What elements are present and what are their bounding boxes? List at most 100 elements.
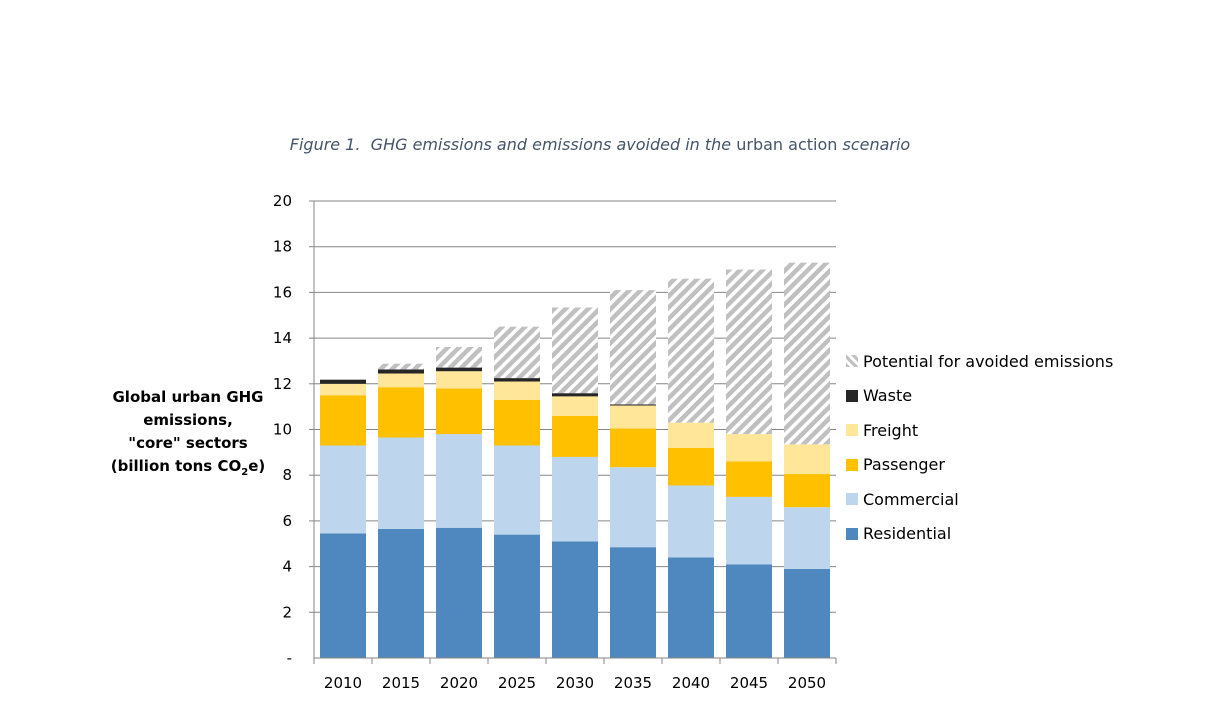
bar-potential-for-avoided-emissions-2020 [436, 347, 482, 368]
legend-label: Residential [863, 524, 952, 544]
bar-commercial-2030 [552, 456, 598, 542]
legend-item-potential-for-avoided-emissions: Potential for avoided emissions [846, 344, 1113, 379]
bar-residential-2035 [610, 547, 656, 658]
bar-residential-2050 [784, 568, 830, 658]
x-tick-label: 2040 [672, 674, 710, 692]
y-axis-label-line4-post: e) [248, 457, 266, 475]
bar-residential-2015 [378, 528, 424, 658]
bar-freight-2025 [494, 381, 540, 400]
bar-waste-2025 [494, 378, 540, 382]
x-tick-label: 2015 [382, 674, 420, 692]
bar-passenger-2030 [552, 415, 598, 457]
y-tick-labels: - 2 4 6 8 10 12 14 16 18 20 [273, 192, 314, 667]
bar-freight-2020 [436, 371, 482, 389]
bar-waste-2035 [610, 404, 656, 406]
y-axis-label-line4: (billion tons CO2e) [102, 455, 274, 484]
legend-swatch [846, 355, 858, 368]
bar-passenger-2035 [610, 428, 656, 468]
figure-caption: Figure 1. GHG emissions and emissions av… [0, 135, 1200, 154]
bar-freight-2010 [320, 383, 366, 396]
caption-text-plain: urban action [736, 135, 838, 154]
legend-label: Potential for avoided emissions [863, 351, 1114, 371]
caption-text-italic-2: scenario [842, 135, 911, 154]
legend-item-waste: Waste [846, 379, 1113, 414]
x-tick-label: 2030 [556, 674, 594, 692]
y-tick-label: 18 [273, 238, 292, 256]
bar-waste-2010 [320, 379, 366, 384]
legend-label: Passenger [863, 455, 945, 475]
y-tick-label: 14 [273, 329, 292, 347]
bar-commercial-2035 [610, 467, 656, 548]
y-tick-label: - [287, 649, 292, 667]
bar-commercial-2015 [378, 437, 424, 529]
y-axis-label-subscript: 2 [241, 467, 249, 478]
y-tick-label: 12 [273, 375, 292, 393]
bar-residential-2030 [552, 541, 598, 658]
bar-potential-for-avoided-emissions-2035 [610, 290, 656, 405]
legend-item-freight: Freight [846, 413, 1113, 448]
y-tick-label: 16 [273, 283, 292, 301]
bar-potential-for-avoided-emissions-2015 [378, 363, 424, 370]
bar-passenger-2010 [320, 395, 366, 446]
legend-item-passenger: Passenger [846, 448, 1113, 483]
bar-waste-2030 [552, 393, 598, 397]
bar-potential-for-avoided-emissions-2025 [494, 326, 540, 379]
bar-potential-for-avoided-emissions-2050 [784, 262, 830, 445]
bar-commercial-2050 [784, 507, 830, 569]
y-tick-label: 10 [273, 421, 292, 439]
legend: Potential for avoided emissions Waste Frei… [846, 344, 1113, 551]
bar-potential-for-avoided-emissions-2045 [726, 269, 772, 435]
y-axis-label: Global urban GHG emissions, "core" secto… [102, 386, 274, 484]
bars [320, 262, 830, 658]
x-tick-label: 2020 [440, 674, 478, 692]
x-tick-label: 2050 [788, 674, 826, 692]
legend-label: Freight [863, 420, 919, 440]
bar-residential-2010 [320, 533, 366, 658]
bar-freight-2040 [668, 422, 714, 448]
legend-swatch [846, 458, 858, 471]
legend-swatch [846, 493, 858, 506]
x-tick-label: 2045 [730, 674, 768, 692]
caption-text-italic-1: GHG emissions and emissions avoided in t… [370, 135, 732, 154]
bar-commercial-2025 [494, 445, 540, 535]
y-tick-label: 2 [282, 603, 292, 621]
y-axis-label-line1: Global urban GHG [112, 388, 264, 406]
legend-item-residential: Residential [846, 517, 1113, 552]
legend-swatch [846, 424, 858, 437]
y-axis-label-line4-pre: (billion tons CO [110, 457, 242, 475]
legend-item-commercial: Commercial [846, 482, 1113, 517]
y-tick-label: 20 [273, 192, 292, 210]
bar-commercial-2020 [436, 434, 482, 528]
bar-freight-2030 [552, 396, 598, 416]
bar-freight-2045 [726, 434, 772, 462]
bar-passenger-2025 [494, 399, 540, 446]
bar-residential-2045 [726, 564, 772, 658]
bar-commercial-2045 [726, 496, 772, 565]
bar-freight-2035 [610, 405, 656, 429]
bar-freight-2015 [378, 373, 424, 388]
y-tick-label: 6 [282, 512, 292, 530]
bar-commercial-2010 [320, 445, 366, 534]
bar-residential-2025 [494, 534, 540, 658]
bar-residential-2020 [436, 527, 482, 658]
bar-passenger-2050 [784, 474, 830, 508]
y-axis-label-line3: "core" sectors [128, 434, 248, 452]
x-tick-label: 2035 [614, 674, 652, 692]
bar-passenger-2015 [378, 387, 424, 438]
x-tick-labels: 2010 2015 2020 2025 2030 2035 2040 2045 2050 [324, 658, 837, 692]
x-tick-label: 2025 [498, 674, 536, 692]
bar-residential-2040 [668, 557, 714, 658]
legend-swatch [846, 389, 858, 402]
bar-passenger-2045 [726, 461, 772, 497]
bar-passenger-2020 [436, 388, 482, 435]
x-tick-label: 2010 [324, 674, 362, 692]
y-axis-label-line2: emissions, [143, 411, 233, 429]
bar-waste-2020 [436, 367, 482, 372]
legend-label: Waste [863, 386, 913, 406]
caption-figure-label: Figure 1. [289, 135, 361, 154]
bar-potential-for-avoided-emissions-2040 [668, 278, 714, 423]
bar-passenger-2040 [668, 447, 714, 486]
bar-waste-2015 [378, 369, 424, 374]
bar-commercial-2040 [668, 485, 714, 558]
